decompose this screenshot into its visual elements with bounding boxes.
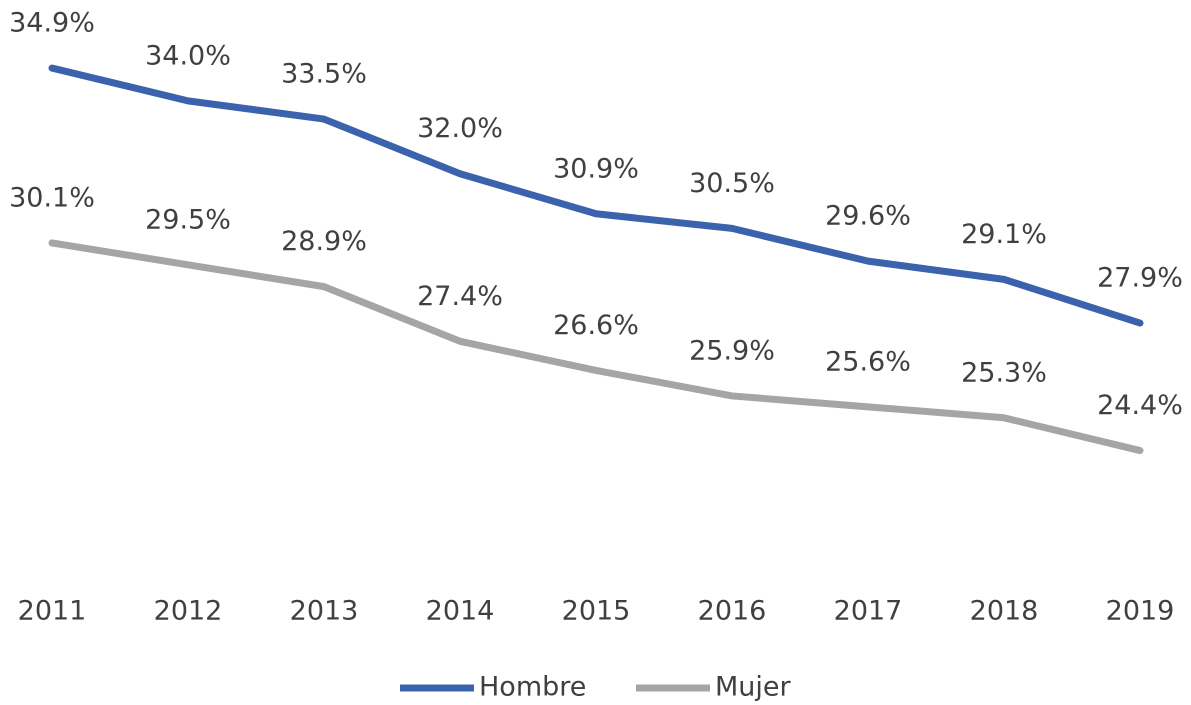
data-label: 24.4% — [1097, 390, 1183, 421]
data-label: 25.6% — [825, 346, 911, 377]
data-label: 25.3% — [961, 357, 1047, 388]
x-tick-label: 2011 — [18, 596, 87, 627]
data-label: 26.6% — [553, 310, 639, 341]
x-tick-label: 2019 — [1106, 596, 1175, 627]
x-tick-label: 2013 — [290, 596, 359, 627]
legend-label: Mujer — [715, 672, 792, 703]
data-label: 29.5% — [145, 204, 231, 235]
x-tick-label: 2016 — [698, 596, 767, 627]
data-label: 27.4% — [417, 281, 503, 312]
x-tick-label: 2017 — [834, 596, 903, 627]
data-label: 29.6% — [825, 201, 911, 232]
x-tick-label: 2014 — [426, 596, 495, 627]
data-label: 27.9% — [1097, 263, 1183, 294]
legend-label: Hombre — [479, 672, 586, 703]
data-label: 30.1% — [9, 182, 95, 213]
data-label: 34.0% — [145, 40, 231, 71]
line — [48, 64, 1144, 327]
data-label: 28.9% — [281, 226, 367, 257]
data-label: 34.9% — [9, 8, 95, 39]
x-tick-label: 2015 — [562, 596, 631, 627]
data-label: 29.1% — [961, 219, 1047, 250]
data-label: 30.9% — [553, 153, 639, 184]
data-label: 25.9% — [689, 335, 775, 366]
line — [48, 239, 1144, 455]
data-label: 32.0% — [417, 113, 503, 144]
data-label: 30.5% — [689, 168, 775, 199]
data-label: 33.5% — [281, 59, 367, 90]
x-tick-label: 2018 — [970, 596, 1039, 627]
x-tick-label: 2012 — [154, 596, 223, 627]
